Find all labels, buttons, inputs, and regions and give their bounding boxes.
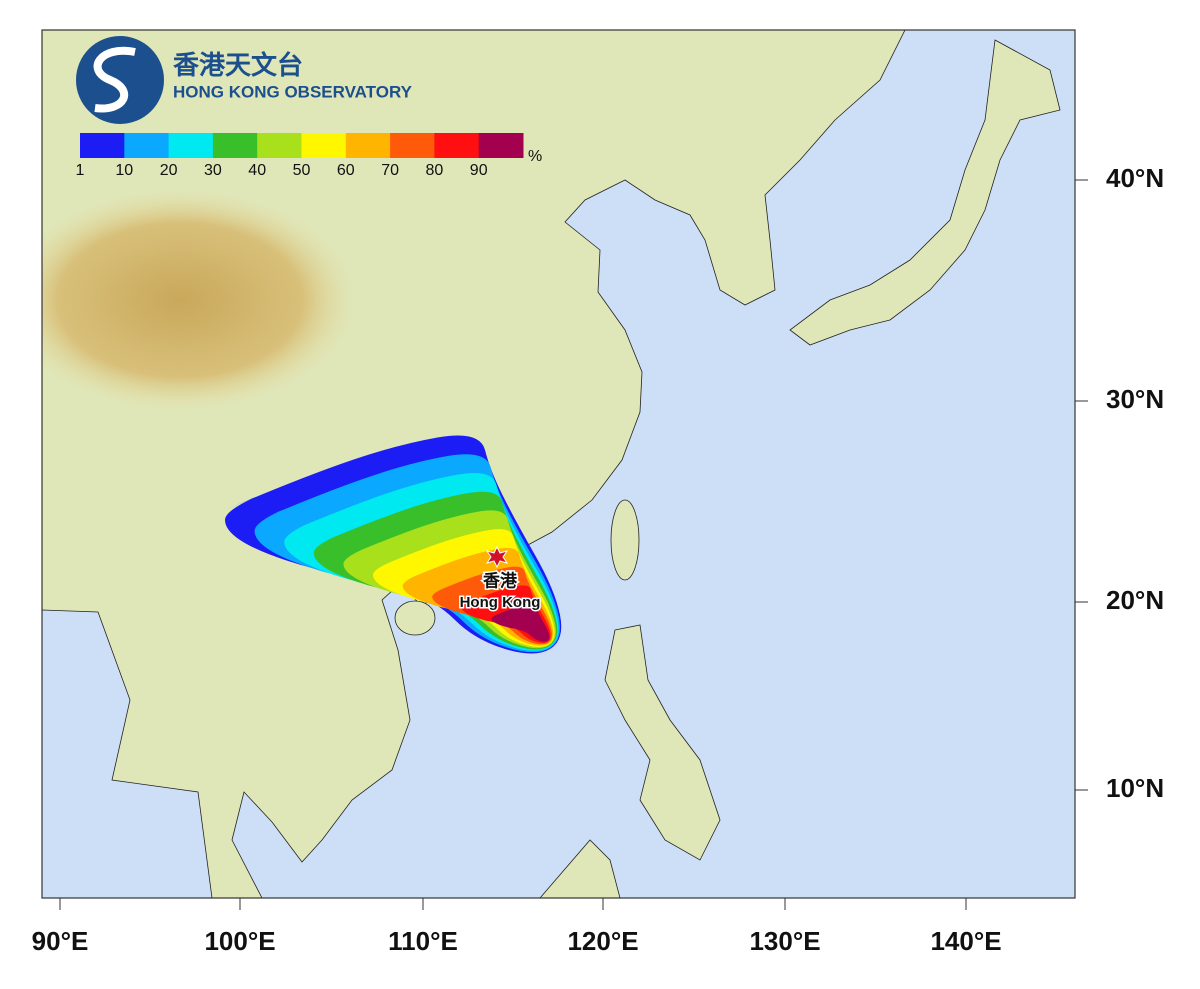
latitude-label: 30°N [1106, 384, 1164, 414]
legend-label: 30 [204, 162, 222, 179]
probability-area [225, 435, 562, 654]
logo-english: HONG KONG OBSERVATORY [173, 82, 413, 101]
legend-swatch [478, 133, 524, 158]
latitude-label: 10°N [1106, 773, 1164, 803]
probability-contour [491, 604, 550, 642]
latitude-label: 20°N [1106, 585, 1164, 615]
hainan [394, 600, 436, 636]
latitude-label: 40°N [1106, 163, 1164, 193]
longitude-label: 90°E [32, 926, 89, 956]
borneo [539, 839, 621, 898]
basemap [42, 30, 1075, 898]
axes: 40°N 30°N 20°N 10°N 90°E 100°E 110°E 120°E 130°E… [32, 163, 1164, 956]
legend-unit: % [528, 148, 542, 165]
plateau [42, 190, 355, 410]
legend-label: 50 [293, 162, 311, 179]
bay-of-bengal [42, 609, 213, 898]
legend-swatch [124, 133, 170, 158]
hong-kong-marker [485, 545, 509, 569]
legend-swatch [301, 133, 347, 158]
legend-label: 70 [381, 162, 399, 179]
logo-swirl [93, 46, 136, 113]
japan [789, 39, 1061, 346]
logo-chinese: 香港天文台 [173, 50, 303, 80]
legend-swatch [345, 133, 391, 158]
legend-swatch [168, 133, 214, 158]
longitude-label: 100°E [204, 926, 275, 956]
legend-label: 20 [160, 162, 178, 179]
taiwan [610, 499, 640, 581]
logo: 香港天文台 HONG KONG OBSERVATORY [76, 36, 413, 124]
legend-label: 1 [76, 162, 85, 179]
legend-label: 80 [426, 162, 444, 179]
legend-label: 60 [337, 162, 355, 179]
longitude-label: 140°E [930, 926, 1001, 956]
legend-swatch [80, 133, 125, 158]
legend-label: 40 [248, 162, 266, 179]
legend-label: 90 [470, 162, 488, 179]
legend-swatch [390, 133, 435, 158]
legend: % 1 10 20 30 40 50 60 70 80 90 [76, 133, 542, 179]
longitude-label: 130°E [749, 926, 820, 956]
legend-swatch [257, 133, 302, 158]
map-frame [41, 29, 1076, 899]
longitude-label: 110°E [388, 926, 458, 956]
place-chinese: 香港 [483, 570, 518, 590]
longitude-label: 120°E [567, 926, 638, 956]
philippines [604, 624, 721, 861]
place-english: Hong Kong [460, 594, 541, 611]
legend-swatch [434, 133, 480, 158]
legend-swatch [212, 133, 258, 158]
legend-label: 10 [115, 162, 133, 179]
